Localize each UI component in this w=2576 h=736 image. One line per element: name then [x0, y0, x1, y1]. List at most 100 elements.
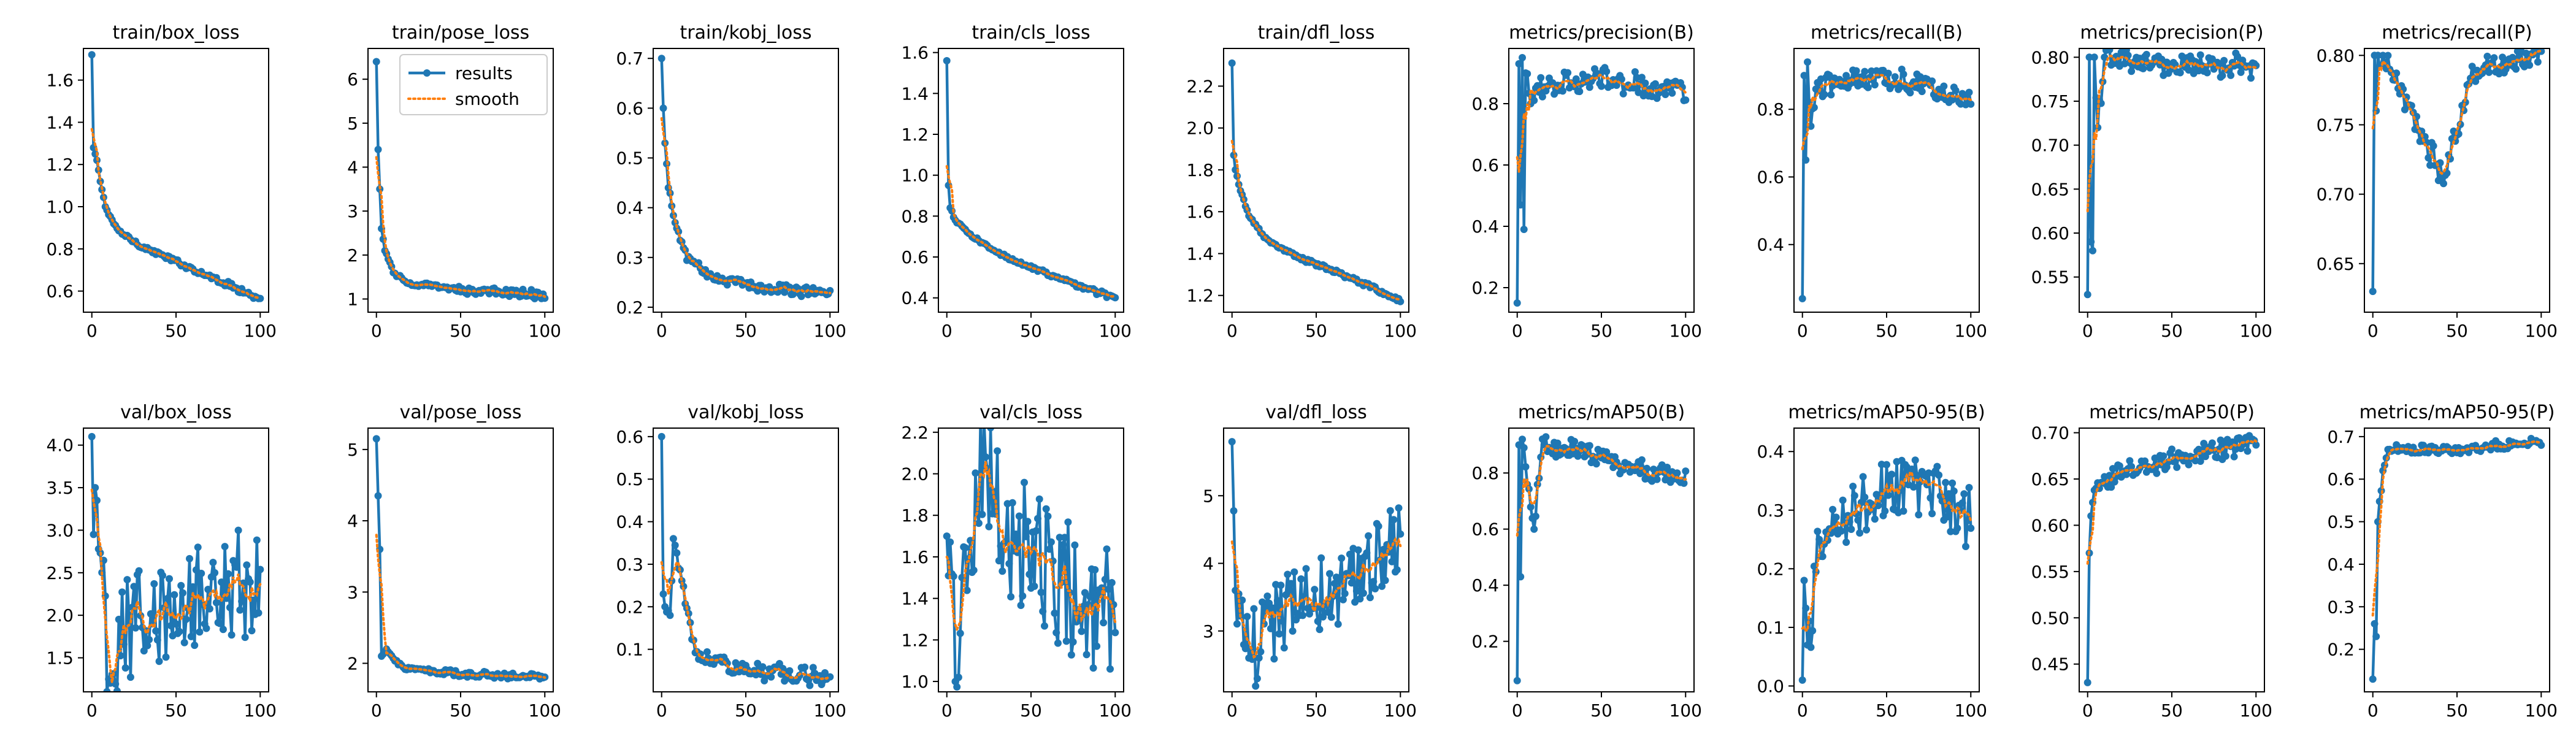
results-point	[1359, 589, 1367, 597]
results-point	[1263, 592, 1271, 600]
x-tick-label: 50	[1305, 321, 1327, 341]
y-tick-label: 1.0	[46, 197, 74, 217]
results-point	[1267, 624, 1275, 632]
results-point	[1798, 676, 1806, 684]
results-point	[1347, 579, 1355, 587]
results-point	[1928, 510, 1936, 518]
results-point	[1390, 516, 1398, 524]
results-point	[1101, 575, 1109, 583]
results-point	[1314, 617, 1322, 625]
y-tick-label: 0.80	[2031, 47, 2069, 67]
y-tick-label: 1.2	[1186, 286, 1214, 306]
results-point	[2247, 74, 2255, 82]
subplot-10: val/pose_loss 0 50 100 2 3 4 5	[347, 402, 561, 721]
x-tick-label: 0	[1512, 321, 1523, 341]
results-point	[1935, 471, 1943, 479]
results-point	[1641, 79, 1649, 87]
results-point	[1331, 580, 1339, 588]
x-tick-label: 0	[86, 321, 98, 341]
results-point	[671, 542, 679, 549]
results-point	[1326, 570, 1333, 578]
results-point	[1089, 664, 1097, 672]
y-tick-label: 5	[1203, 486, 1214, 506]
results-point	[1839, 496, 1847, 504]
y-tick-label: 0.65	[2317, 254, 2355, 274]
results-point	[1352, 587, 1360, 595]
x-tick-label: 0	[2367, 321, 2379, 341]
results-point	[153, 636, 161, 644]
y-tick-label: 0.65	[2031, 179, 2069, 199]
results-point	[1861, 67, 1869, 75]
results-point	[1317, 554, 1325, 562]
results-point	[1520, 444, 1528, 451]
y-tick-label: 0.8	[1471, 463, 1499, 483]
results-point	[372, 435, 380, 443]
results-point	[1884, 491, 1892, 499]
results-point	[196, 628, 204, 636]
y-tick-label: 0.6	[2327, 469, 2355, 489]
results-point	[2369, 675, 2377, 683]
results-point	[1810, 562, 1818, 570]
results-point	[1515, 60, 1523, 67]
results-point	[1832, 513, 1840, 521]
results-point	[1100, 619, 1108, 627]
results-point	[1888, 470, 1896, 478]
results-point	[1365, 532, 1373, 540]
y-tick-label: 0.4	[616, 512, 643, 532]
subplot-title: metrics/precision(P)	[2080, 22, 2263, 44]
results-point	[1953, 524, 1961, 532]
results-point	[1356, 595, 1364, 603]
x-tick-label: 0	[656, 700, 667, 721]
subplot-title: train/kobj_loss	[680, 22, 812, 44]
results-point	[93, 496, 101, 504]
subplot-6: metrics/recall(B) 0 50 100 0.4 0.6 0.8	[1757, 22, 1987, 341]
x-tick-label: 0	[1227, 700, 1238, 721]
x-tick-label: 50	[1020, 700, 1042, 721]
results-point	[1864, 83, 1872, 91]
x-tick-label: 100	[2525, 321, 2558, 341]
x-tick-label: 50	[165, 700, 187, 721]
results-point	[374, 492, 382, 500]
results-point	[2534, 58, 2542, 66]
results-point	[1034, 515, 1041, 523]
subplot-9: val/box_loss 0 50 100 1.5 2.0 2.5 3.0 3.5 4.0	[46, 402, 277, 721]
y-tick-label: 3.0	[46, 520, 74, 540]
results-point	[1334, 620, 1342, 628]
results-point	[1041, 622, 1048, 630]
results-point	[1881, 507, 1889, 515]
results-point	[2126, 457, 2134, 465]
y-tick-label: 1.0	[901, 166, 929, 186]
results-point	[963, 586, 971, 594]
axes-frame	[2079, 427, 2265, 692]
subplot-title: val/cls_loss	[979, 402, 1083, 423]
results-point	[150, 580, 158, 588]
results-point	[2208, 439, 2216, 447]
y-tick-label: 0.8	[46, 239, 74, 259]
results-line	[2086, 48, 2257, 295]
results-point	[1108, 579, 1116, 586]
results-point	[1653, 475, 1661, 483]
results-point	[226, 604, 234, 611]
results-point	[2512, 65, 2520, 73]
y-tick-label: 1.6	[901, 43, 929, 63]
results-point	[703, 648, 711, 656]
y-tick-label: 0.5	[616, 469, 643, 489]
results-point	[1388, 558, 1396, 565]
results-point	[1519, 435, 1526, 443]
results-point	[1631, 68, 1639, 76]
results-point	[975, 519, 983, 527]
results-point	[197, 569, 205, 577]
smooth-line	[90, 488, 262, 683]
subplot-15: metrics/mAP50-95(B) 0 50 100 0.0 0.1 0.2 0.3 0.4	[1757, 402, 1987, 721]
results-point	[219, 626, 227, 634]
results-point	[1022, 532, 1030, 540]
results-point	[1230, 507, 1238, 515]
results-point	[147, 610, 155, 618]
results-point	[978, 510, 986, 518]
results-point	[1884, 69, 1892, 77]
results-point	[2153, 469, 2161, 477]
results-point	[1943, 513, 1951, 521]
legend-results-marker	[423, 69, 431, 77]
subplot-11: val/kobj_loss 0 50 100 0.1 0.2 0.3 0.4 0.5 0.6	[616, 402, 846, 721]
results-point	[179, 589, 186, 597]
